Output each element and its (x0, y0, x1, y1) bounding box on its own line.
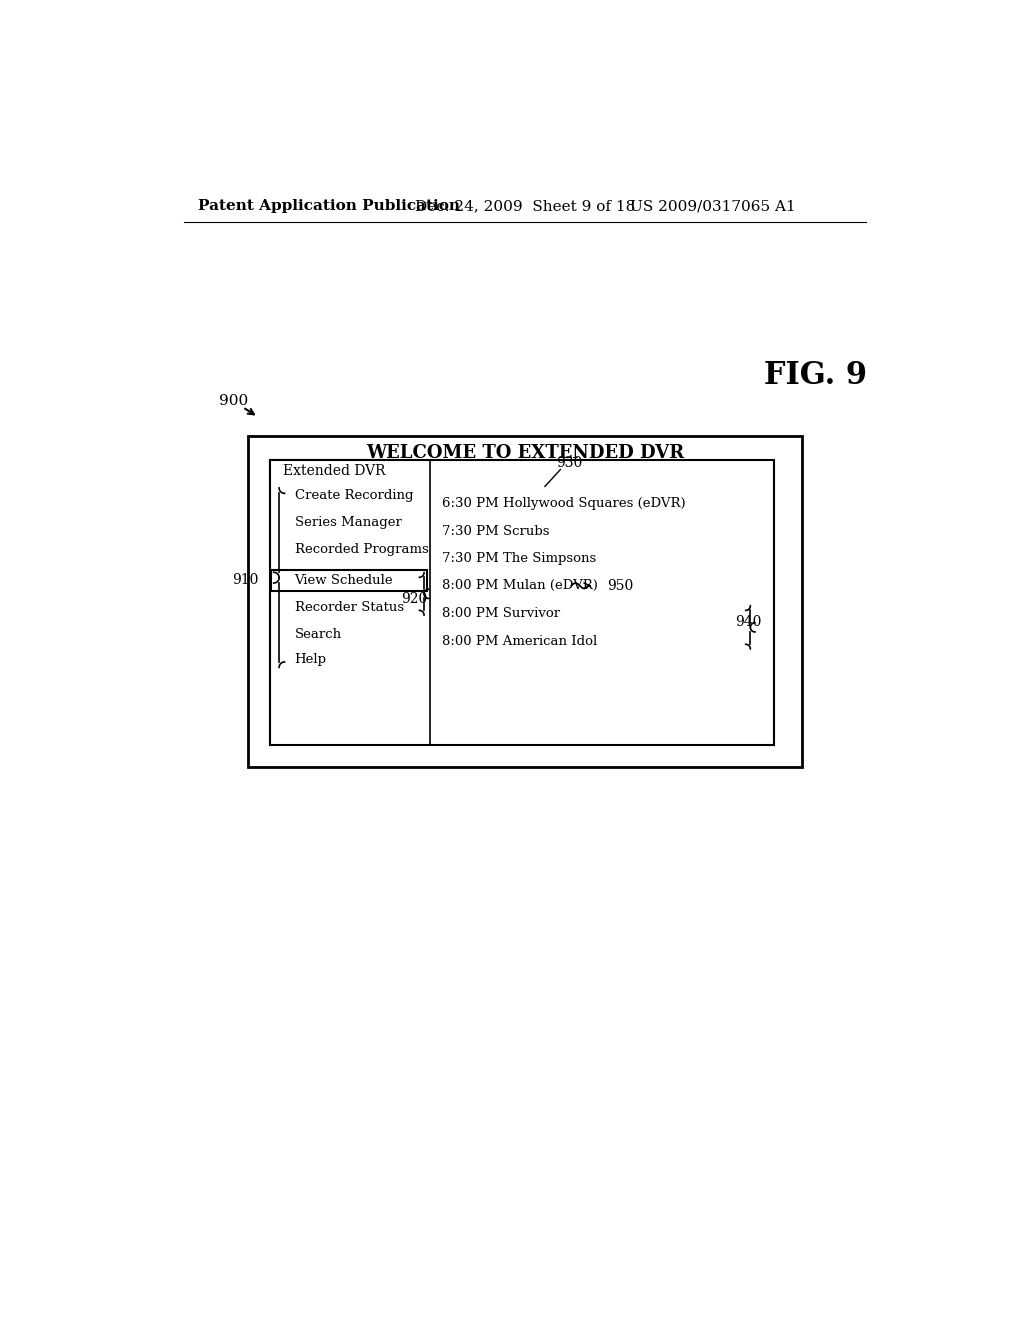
Text: 8:00 PM American Idol: 8:00 PM American Idol (442, 635, 597, 648)
Text: 910: 910 (231, 573, 258, 586)
Text: 8:00 PM Survivor: 8:00 PM Survivor (442, 607, 560, 620)
Text: Dec. 24, 2009  Sheet 9 of 18: Dec. 24, 2009 Sheet 9 of 18 (415, 199, 635, 213)
Text: 7:30 PM Scrubs: 7:30 PM Scrubs (442, 524, 549, 537)
Text: US 2009/0317065 A1: US 2009/0317065 A1 (630, 199, 796, 213)
Text: 8:00 PM Mulan (eDVR): 8:00 PM Mulan (eDVR) (442, 579, 598, 593)
Text: FIG. 9: FIG. 9 (764, 360, 866, 391)
Text: Recorded Programs: Recorded Programs (295, 543, 428, 556)
Bar (248, 436, 802, 767)
Text: 900: 900 (219, 393, 249, 408)
Text: WELCOME TO EXTENDED DVR: WELCOME TO EXTENDED DVR (366, 444, 684, 462)
Text: Series Manager: Series Manager (295, 516, 401, 529)
Bar (271, 570, 427, 591)
Text: Extended DVR: Extended DVR (283, 465, 385, 478)
Text: 940: 940 (735, 615, 761, 628)
Bar (270, 461, 397, 482)
Bar (270, 461, 773, 744)
Text: 920: 920 (401, 591, 428, 606)
Text: Create Recording: Create Recording (295, 490, 413, 502)
Text: Search: Search (295, 628, 342, 640)
Text: Recorder Status: Recorder Status (295, 601, 403, 614)
Text: Patent Application Publication: Patent Application Publication (198, 199, 460, 213)
Text: 950: 950 (607, 578, 633, 593)
Text: 930: 930 (557, 457, 583, 470)
Text: 6:30 PM Hollywood Squares (eDVR): 6:30 PM Hollywood Squares (eDVR) (442, 496, 685, 510)
Text: Help: Help (295, 653, 327, 667)
Text: 7:30 PM The Simpsons: 7:30 PM The Simpsons (442, 552, 596, 565)
Text: View Schedule: View Schedule (295, 574, 393, 587)
